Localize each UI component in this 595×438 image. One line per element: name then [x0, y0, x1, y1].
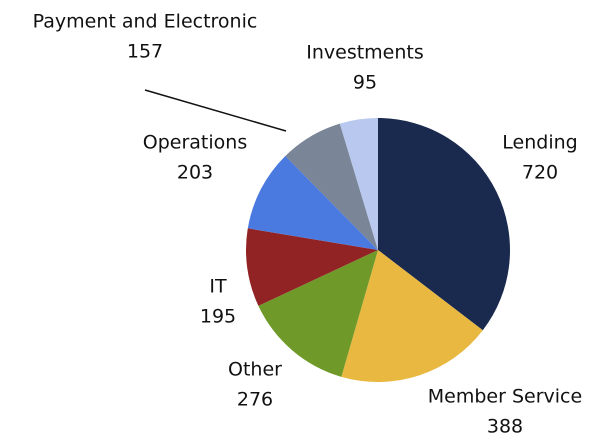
- pie-slice: [378, 118, 510, 331]
- slice-value: 720: [522, 162, 558, 184]
- pie-slice: [341, 250, 483, 382]
- slice-label: Payment and Electronic: [33, 11, 258, 33]
- pie-slice: [339, 118, 378, 250]
- slice-value: 388: [487, 416, 523, 438]
- slice-label: Operations: [143, 132, 247, 154]
- pie-slice: [247, 156, 378, 250]
- leader-line: [144, 89, 287, 132]
- slice-value: 157: [127, 41, 163, 63]
- pie-slice: [285, 123, 378, 250]
- slice-label: IT: [209, 276, 227, 298]
- slice-value: 276: [237, 389, 273, 411]
- slice-label: Lending: [502, 132, 577, 154]
- slice-label: Other: [228, 359, 282, 381]
- pie-slice: [258, 250, 378, 377]
- slice-value: 203: [177, 162, 213, 184]
- slice-label: Member Service: [428, 386, 582, 408]
- slice-value: 195: [200, 306, 236, 328]
- slice-label: Investments: [306, 42, 424, 64]
- slice-value: 95: [353, 72, 377, 94]
- pie-slice: [245, 228, 378, 306]
